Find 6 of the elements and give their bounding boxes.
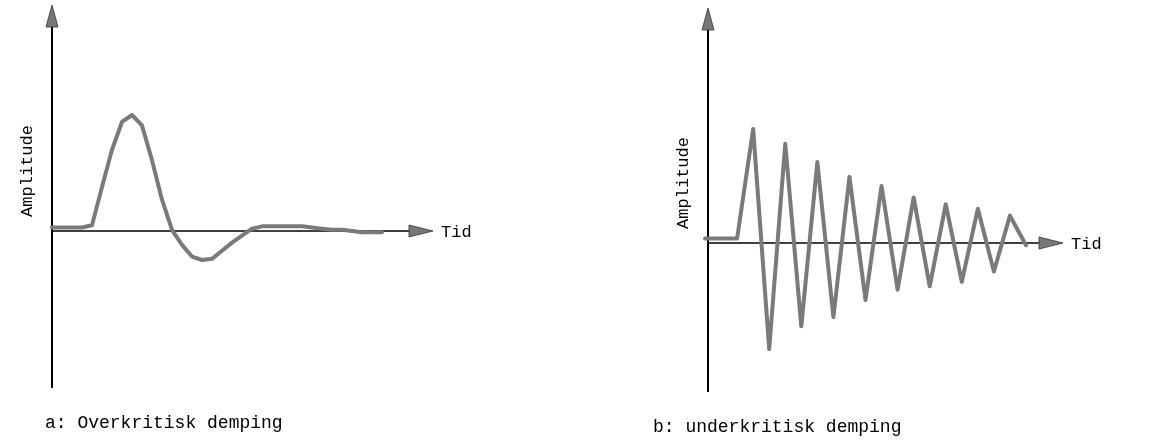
x-axis-title: Tid xyxy=(441,223,472,242)
text: a: Overkritisk demping xyxy=(45,413,283,433)
y-axis-title: Amplitude xyxy=(674,137,693,229)
y-axis-title: Amplitude xyxy=(18,125,37,217)
text: b: underkritisk demping xyxy=(653,417,902,437)
x-axis-title: Tid xyxy=(1071,235,1102,254)
